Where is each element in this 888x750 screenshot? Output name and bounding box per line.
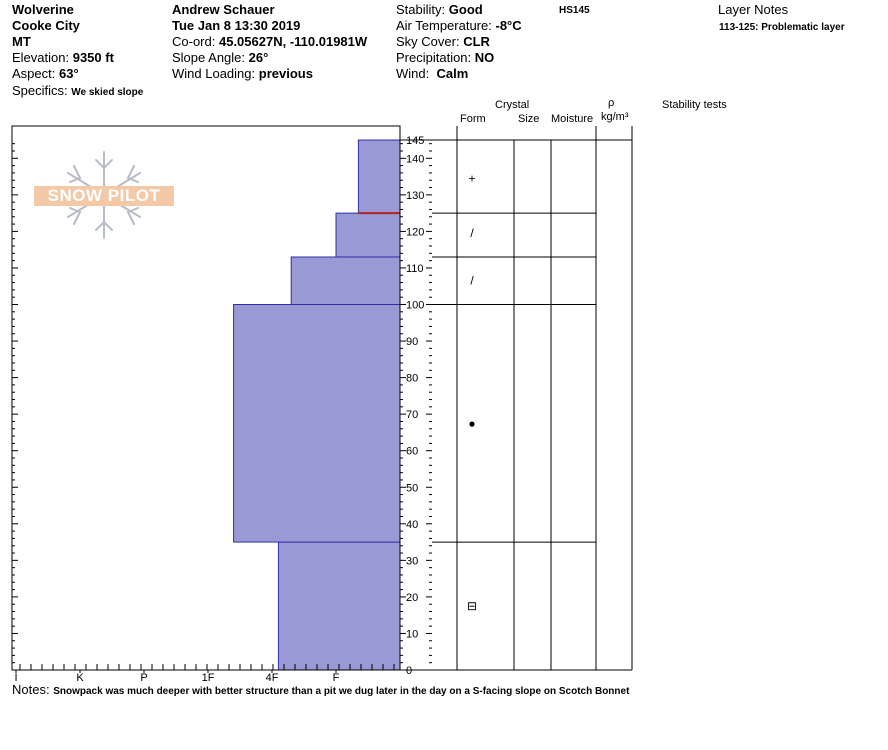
aspect: Aspect: 63° (12, 66, 79, 82)
density-unit: kg/m³ (601, 111, 629, 123)
specifics-label: Specifics: (12, 83, 68, 98)
hardness-layer-bar (277, 541, 401, 671)
elevation-value: 9350 ft (72, 50, 114, 65)
observation-datetime: Tue Jan 8 13:30 2019 (172, 18, 301, 33)
snowpilot-logo: SNOW PILOT (30, 150, 178, 242)
stability-tests-header: Stability tests (662, 99, 727, 111)
height-tick-label: 70 (406, 409, 418, 421)
wind-loading: Wind Loading: previous (172, 66, 313, 82)
hardness-tick-label: I (14, 672, 17, 684)
slope-label: Slope Angle: (172, 50, 246, 65)
height-tick-label: 40 (406, 519, 418, 531)
layer-notes-title: Layer Notes (718, 2, 789, 17)
height-tick-label: 145 (406, 135, 424, 147)
height-tick-label: 30 (406, 555, 418, 567)
height-tick-label: 10 (406, 628, 418, 640)
wind-label: Wind: (396, 66, 430, 81)
layer-note: 113-125: Problematic layer (719, 22, 845, 33)
height-tick-label: 80 (406, 373, 418, 385)
height-tick-label: 140 (406, 153, 424, 165)
sky-label: Sky Cover: (396, 34, 460, 49)
hardness-tick-label: K (76, 672, 84, 684)
wind: Wind: Calm (396, 66, 468, 82)
air-temp-value: -8°C (495, 18, 522, 33)
snowpilot-wordmark: SNOW PILOT (34, 186, 174, 206)
height-tick-label: 120 (406, 226, 424, 238)
grain-form-symbol: + (468, 171, 475, 185)
hardness-layer-bar (335, 212, 401, 258)
hardness-layer-bar (233, 304, 401, 543)
coord-label: Co-ord: (172, 34, 216, 49)
region-name: Cooke City (12, 18, 80, 33)
coordinates: Co-ord: 45.05627N, -110.01981W (172, 34, 367, 50)
height-tick-label: 110 (406, 263, 424, 275)
stability-value: Good (448, 2, 483, 17)
hardness-tick-label: F (333, 672, 340, 684)
form-header: Form (460, 113, 486, 125)
air-temperature: Air Temperature: -8°C (396, 18, 522, 34)
aspect-value: 63° (58, 66, 79, 81)
grain-form-symbol: ⊟ (467, 599, 477, 613)
height-tick-label: 90 (406, 336, 418, 348)
air-temp-label: Air Temperature: (396, 18, 492, 33)
height-tick-label: 60 (406, 446, 418, 458)
state-code: MT (12, 34, 31, 49)
height-tick-label: 20 (406, 592, 418, 604)
density-symbol: ρ (608, 97, 615, 109)
hardness-layer-bar (357, 139, 401, 214)
specifics: Specifics: We skied slope (12, 83, 143, 101)
test-code: HS145 (559, 5, 590, 16)
hardness-tick-label: 1F (202, 672, 215, 684)
location-name: Wolverine (12, 2, 74, 17)
crystal-header: Crystal (495, 99, 530, 111)
grain-form-symbol: / (470, 274, 474, 288)
coord-value: 45.05627N, -110.01981W (218, 34, 368, 49)
notes-value: Snowpack was much deeper with better str… (53, 686, 630, 697)
aspect-label: Aspect: (12, 66, 56, 81)
slope-value: 26° (248, 50, 269, 65)
precip-label: Precipitation: (396, 50, 472, 65)
wind-loading-label: Wind Loading: (172, 66, 256, 81)
notes: Notes: Snowpack was much deeper with bet… (12, 682, 629, 700)
height-tick-label: 100 (406, 300, 424, 312)
hardness-tick-label: P (140, 672, 147, 684)
slope-angle: Slope Angle: 26° (172, 50, 268, 66)
height-tick-label: 130 (406, 190, 424, 202)
hardness-layer-bar (290, 256, 401, 305)
sky-cover: Sky Cover: CLR (396, 34, 490, 50)
precip-value: NO (474, 50, 495, 65)
stability: Stability: Good (396, 2, 483, 18)
wind-loading-value: previous (258, 66, 313, 81)
notes-label: Notes: (12, 682, 50, 697)
sky-value: CLR (463, 34, 490, 49)
precipitation: Precipitation: NO (396, 50, 494, 66)
grain-form-symbol: / (470, 226, 474, 240)
hardness-panel-frame (11, 125, 401, 671)
grain-form-symbol: ● (468, 416, 475, 430)
specifics-value: We skied slope (71, 87, 144, 98)
stability-label: Stability: (396, 2, 446, 17)
elevation: Elevation: 9350 ft (12, 50, 114, 66)
size-header: Size (518, 113, 540, 125)
height-tick-label: 50 (406, 482, 418, 494)
moisture-header: Moisture (551, 113, 594, 125)
hardness-tick-label: 4F (266, 672, 279, 684)
wind-value: Calm (436, 66, 469, 81)
elevation-label: Elevation: (12, 50, 70, 65)
height-tick-label: 0 (406, 665, 412, 677)
observer-name: Andrew Schauer (172, 2, 275, 17)
